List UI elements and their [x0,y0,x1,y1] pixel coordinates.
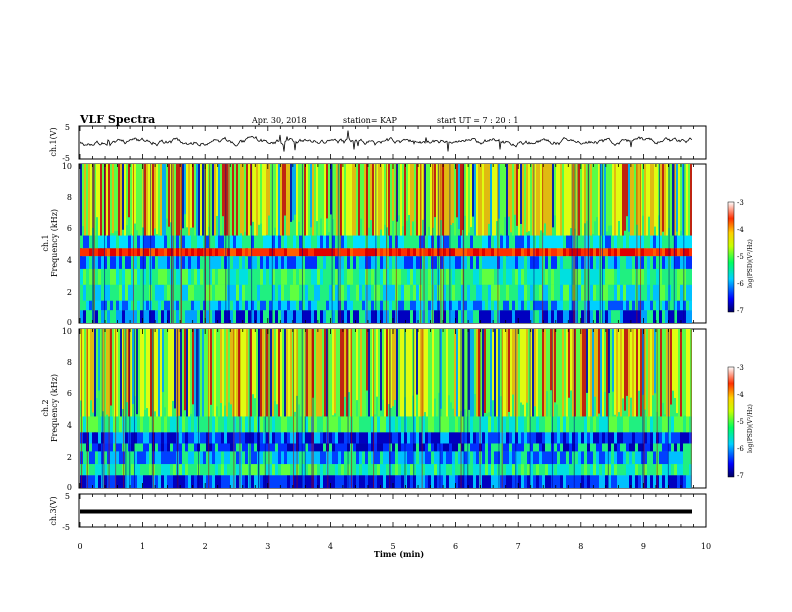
ch1-axis-label-a: ch.1 [41,234,50,251]
x-tick-label: 3 [265,542,270,551]
x-tick-label: 4 [328,542,333,551]
x-tick-label: 5 [390,542,395,551]
x-tick-label: 9 [641,542,646,551]
spectrogram-ch2 [80,329,692,488]
start-time-label: start UT = 7 : 20 : 1 [437,116,519,125]
ch2-freq-axis-label: Frequency (kHz) [50,374,59,442]
ch2f-tick-label: 6 [67,389,72,398]
cbar2-tick-label: -6 [737,445,744,453]
chart-title: VLF Spectra [80,113,156,126]
colorbar-label-ch1: log(PSD)(V²/Hz) [747,239,754,288]
cbar2-tick-label: -7 [737,472,744,480]
colorbar-label-ch2: log(PSD)(V²/Hz) [747,404,754,453]
ch1v-tick-label: 5 [65,123,70,132]
x-tick-label: 1 [140,542,145,551]
ch2f-tick-label: 8 [67,358,72,367]
ch1f-tick-label: 4 [67,256,72,265]
cbar2-tick-label: -4 [737,391,744,399]
ch1f-tick-label: 2 [67,288,72,297]
colorbar-ch2 [727,366,735,478]
x-tick-label: 10 [701,542,711,551]
ch3v-tick-label: -5 [62,523,70,532]
cbar2-tick-label: -5 [737,418,744,426]
ch1-waveform [80,130,692,152]
panel-ch1-voltage [78,125,707,160]
ch1f-tick-label: 0 [67,318,72,327]
ch1f-tick-label: 6 [67,224,72,233]
colorbar-ch1 [727,201,735,313]
x-axis-label: Time (min) [374,549,424,559]
x-tick-label: 7 [516,542,521,551]
x-tick-label: 6 [453,542,458,551]
ch2f-tick-label: 0 [67,483,72,492]
cbar1-tick-label: -6 [737,280,744,288]
spectrogram-ch1 [80,164,692,323]
ch3v-tick-label: 5 [65,492,70,501]
cbar1-tick-label: -4 [737,226,744,234]
x-tick-label: 2 [203,542,208,551]
cbar1-tick-label: -7 [737,307,744,315]
cbar1-tick-label: -5 [737,253,744,261]
ch2f-tick-label: 4 [67,421,72,430]
ch1-voltage-axis-label: ch.1(V) [49,127,58,156]
ch1-freq-axis-label: Frequency (kHz) [50,209,59,277]
ch1f-tick-label: 10 [62,162,72,171]
panel-ch3-voltage [78,493,707,528]
ch1f-tick-label: 8 [67,193,72,202]
cbar2-tick-label: -3 [737,364,744,372]
ch2-axis-label-a: ch.2 [41,399,50,416]
cbar1-tick-label: -3 [737,199,744,207]
x-tick-label: 0 [77,542,82,551]
x-tick-label: 8 [578,542,583,551]
ch2f-tick-label: 2 [67,453,72,462]
ch3-voltage-axis-label: ch.3(V) [49,496,58,525]
ch2f-tick-label: 10 [62,327,72,336]
ch1v-tick-label: -5 [62,154,70,163]
station-label: station= KAP [343,116,397,125]
date-label: Apr. 30, 2018 [252,116,307,125]
